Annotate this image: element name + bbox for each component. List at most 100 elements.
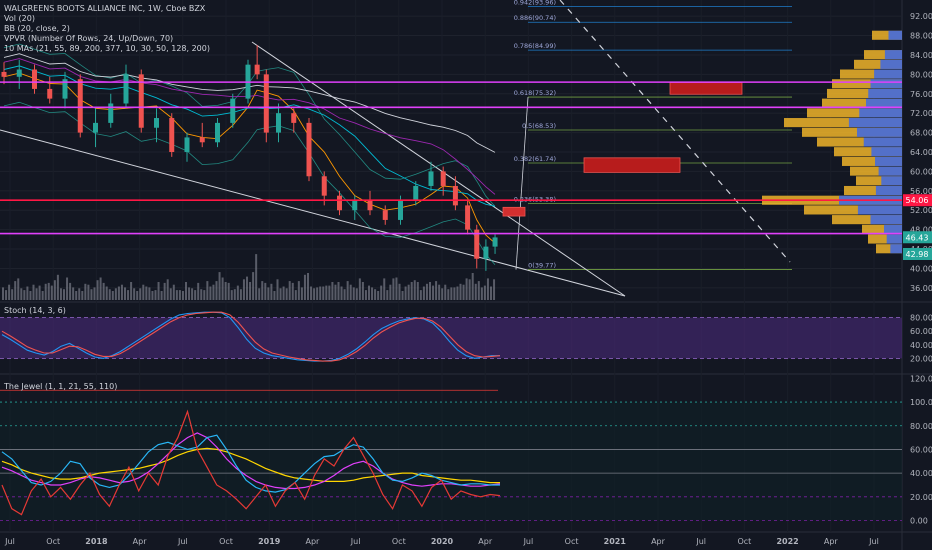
vpvr-row <box>864 50 902 60</box>
volume-bar <box>181 291 184 300</box>
candle-body <box>108 103 114 123</box>
candle-body <box>154 118 159 128</box>
volume-bar <box>413 280 416 300</box>
volume-bar <box>419 290 422 300</box>
volume-bar <box>270 283 273 300</box>
volume-bar <box>246 276 248 300</box>
y-tick-label: 68.00 <box>910 129 932 138</box>
candle-body <box>428 171 434 186</box>
candle-body <box>465 205 471 230</box>
price-tag-label: 46.43 <box>906 233 929 242</box>
volume-bar <box>221 277 224 300</box>
volume-bar <box>389 284 392 300</box>
volume-bar <box>325 285 328 300</box>
fib-label: 0.618(75.32) <box>514 89 556 97</box>
volume-bar <box>47 282 50 300</box>
candle-body <box>169 118 175 152</box>
volume-bars <box>2 254 496 300</box>
volume-bar <box>291 282 294 300</box>
volume-bar <box>127 290 130 300</box>
candle-body <box>321 176 327 196</box>
y-tick-label: 40.00 <box>910 469 932 478</box>
vpvr-row <box>784 118 902 128</box>
jewel-band <box>0 402 902 521</box>
price-levels <box>0 81 902 235</box>
x-tick-label: Oct <box>565 537 579 546</box>
y-tick-label: 100.00 <box>910 398 932 407</box>
volume-bar <box>328 285 331 300</box>
volume-bar <box>14 281 17 300</box>
volume-bar <box>69 282 72 300</box>
x-tick-label: Apr <box>478 537 493 546</box>
jewel-line <box>1 409 501 516</box>
volume-bar <box>117 286 120 300</box>
x-tick-label: 2022 <box>776 537 798 546</box>
candle-body <box>62 79 68 99</box>
candle-body <box>440 171 446 186</box>
vpvr-row <box>868 88 902 99</box>
volume-bar <box>392 278 395 300</box>
volume-bar <box>160 291 163 300</box>
volume-bar <box>279 288 282 300</box>
vpvr-row <box>866 98 902 108</box>
volume-bar <box>209 286 212 300</box>
vpvr-row <box>802 127 902 137</box>
volume-bar <box>435 281 438 300</box>
indicator-bb: BB (20, close, 2) <box>4 24 70 33</box>
y-tick-label: 48.00 <box>910 226 932 235</box>
volume-bar <box>32 284 35 300</box>
volume-bar <box>148 287 151 300</box>
stoch-line <box>1 311 501 362</box>
vpvr-row <box>872 30 902 40</box>
volume-bar <box>374 289 377 300</box>
volume-bar <box>108 289 111 300</box>
candle-body <box>93 122 98 133</box>
y-tick-label: 88.00 <box>910 32 932 41</box>
stoch-label: Stoch (14, 3, 6) <box>4 306 66 315</box>
volume-bar <box>20 288 23 300</box>
volume-bar <box>197 282 200 300</box>
volume-bar <box>352 287 355 300</box>
candle-body <box>306 122 312 177</box>
volume-bar <box>297 281 300 300</box>
candle-body <box>47 88 53 99</box>
x-tick-label: Apr <box>824 537 839 546</box>
volume-bar <box>84 283 87 300</box>
x-tick-label: Apr <box>651 537 666 546</box>
volume-bar <box>41 291 44 300</box>
volume-bar <box>453 287 456 300</box>
volume-bar <box>398 283 401 300</box>
volume-bar <box>38 285 41 300</box>
volume-bar <box>224 282 227 300</box>
resistance-box <box>502 206 526 217</box>
volume-bar <box>425 283 428 300</box>
vpvr-row <box>807 108 902 118</box>
volume-bar <box>459 283 462 300</box>
volume-bar <box>294 290 297 300</box>
volume-bar <box>477 281 480 300</box>
volume-bar <box>157 282 160 300</box>
volume-bar <box>331 282 334 300</box>
candle-body <box>492 237 498 247</box>
volume-bar <box>303 274 306 300</box>
volume-bar <box>490 286 492 300</box>
volume-bar <box>206 281 209 300</box>
vpvr-row <box>880 59 902 69</box>
x-tick-label: Apr <box>305 537 320 546</box>
x-tick-label: Jul <box>695 537 706 546</box>
y-tick-label: 40.00 <box>910 341 932 350</box>
axes: 36.0040.0044.0048.0052.0056.0060.0064.00… <box>4 12 932 546</box>
volume-bar <box>493 279 496 300</box>
volume-bar <box>185 282 187 300</box>
vpvr-row <box>827 88 902 99</box>
volume-bar <box>130 282 133 300</box>
volume-bar <box>236 285 239 300</box>
fib-label: 0.942(93.96) <box>514 0 556 7</box>
candle-body <box>1 71 7 77</box>
vpvr-row <box>848 118 902 128</box>
y-tick-label: 60.00 <box>910 445 932 454</box>
volume-bar <box>59 288 62 300</box>
lower-trendline <box>0 129 626 297</box>
vpvr-row <box>862 224 902 234</box>
volume-bar <box>258 288 261 300</box>
